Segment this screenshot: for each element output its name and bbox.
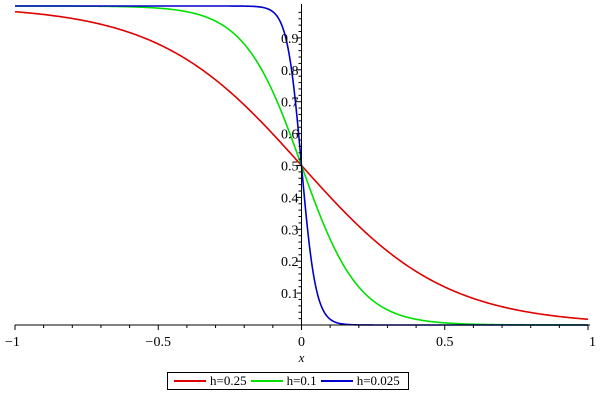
- legend-label: h=0.1: [286, 373, 317, 388]
- legend-item-h025: h=0.25: [174, 373, 247, 389]
- legend-label: h=0.025: [356, 373, 400, 388]
- y-tick-label: 0.1: [281, 287, 299, 302]
- x-tick-label: −1: [5, 335, 20, 350]
- y-tick-label: 0.9: [281, 32, 299, 47]
- y-tick-label: 0.7: [281, 96, 299, 111]
- legend-label: h=0.25: [210, 373, 247, 388]
- x-tick-label: 1: [589, 335, 596, 350]
- legend-swatch: [320, 380, 353, 382]
- axes-group: −1 −0.5 0 0.5 1 0.1 0.2 0.3 0.4 0.5 0.6 0.7 0.8 0.9 x: [5, 4, 596, 365]
- legend-item-h0025: h=0.025: [320, 373, 400, 389]
- y-tick-label: 0.2: [281, 255, 299, 270]
- y-tick-label: 0.5: [281, 160, 299, 175]
- legend: h=0.25 h=0.1 h=0.025: [167, 372, 409, 390]
- plot-area: −1 −0.5 0 0.5 1 0.1 0.2 0.3 0.4 0.5 0.6 0.7 0.8 0.9 x: [5, 4, 596, 365]
- x-axis-title: x: [298, 350, 305, 365]
- legend-swatch: [174, 380, 206, 382]
- y-tick-label: 0.4: [281, 191, 299, 206]
- legend-item-h01: h=0.1: [250, 373, 317, 389]
- y-tick-label: 0.3: [281, 223, 299, 238]
- x-tick-label: 0.5: [436, 335, 454, 350]
- y-tick-label: 0.6: [281, 128, 299, 143]
- legend-swatch: [250, 380, 283, 382]
- x-tick-label: −0.5: [146, 335, 171, 350]
- x-tick-label: 0: [298, 335, 305, 350]
- y-tick-label: 0.8: [281, 64, 299, 79]
